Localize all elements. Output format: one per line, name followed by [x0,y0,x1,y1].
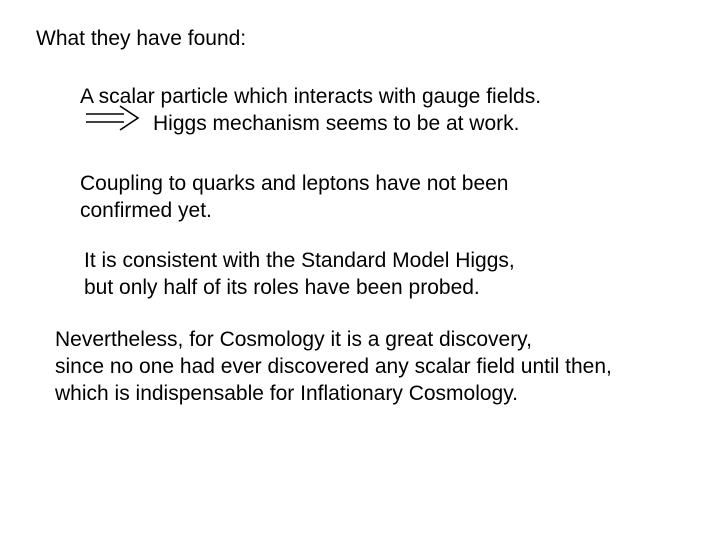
block3-line2: but only half of its roles have been pro… [84,274,480,301]
block2-line1: Coupling to quarks and leptons have not … [80,170,508,197]
block4-line3: which is indispensable for Inflationary … [55,380,518,407]
block4-line2: since no one had ever discovered any sca… [55,353,612,380]
block2-line2: confirmed yet. [80,197,212,224]
block3-line1: It is consistent with the Standard Model… [84,247,515,274]
block1-line2: Higgs mechanism seems to be at work. [153,110,519,137]
block4-line1: Nevertheless, for Cosmology it is a grea… [55,326,532,353]
heading-what-they-found: What they have found: [36,25,246,52]
block1-line1: A scalar particle which interacts with g… [80,83,541,110]
implies-arrow-icon [84,104,142,132]
